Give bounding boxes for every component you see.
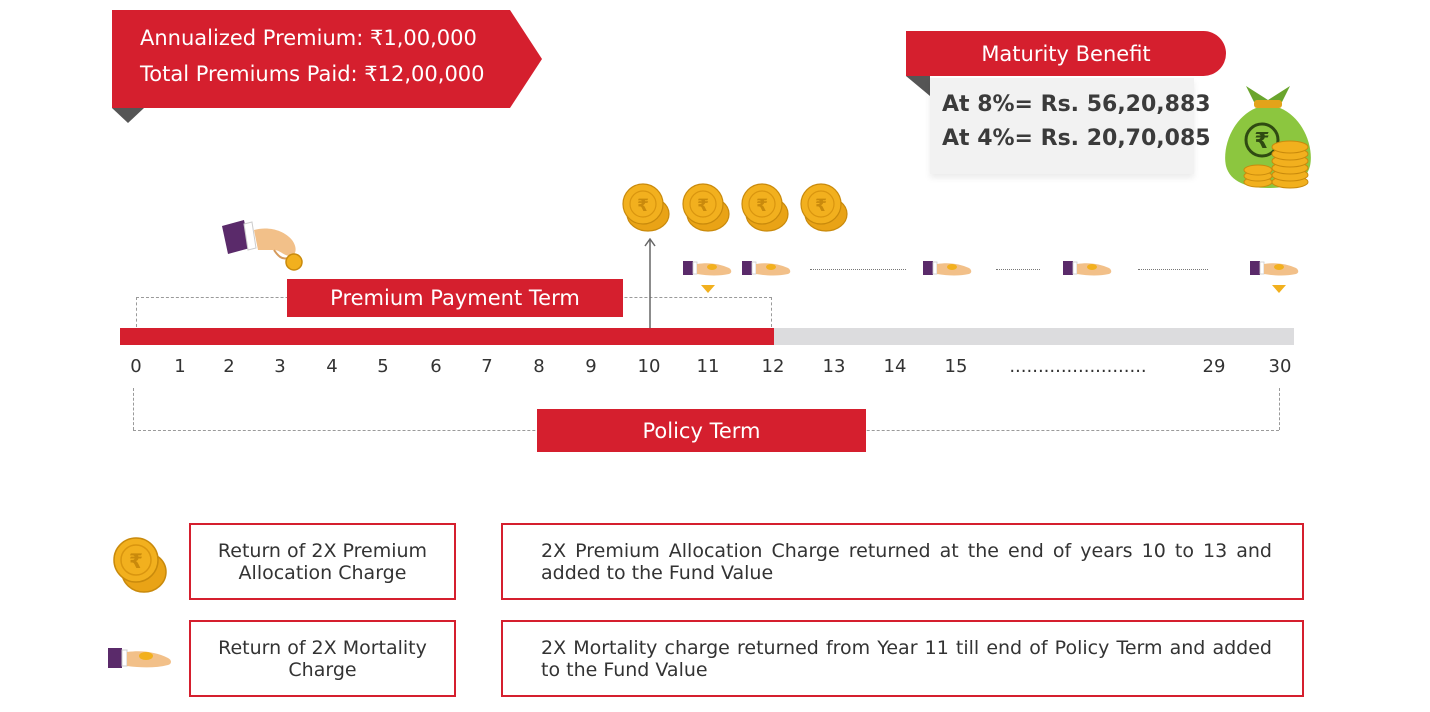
legend-description-mortality: 2X Mortality charge returned from Year 1… — [501, 620, 1304, 697]
hand-receiving-icon — [1250, 261, 1299, 276]
timeline-unpaid-segment — [774, 328, 1294, 345]
timeline-tick-label: 6 — [430, 356, 442, 377]
rupee-coin-icon: ₹ — [741, 183, 789, 232]
svg-text:₹: ₹ — [1254, 129, 1269, 154]
legend-description-allocation: 2X Premium Allocation Charge returned at… — [501, 523, 1304, 600]
rupee-coin-icon: ₹ — [622, 183, 670, 232]
svg-text:₹: ₹ — [129, 549, 143, 573]
dotted-connector — [996, 269, 1040, 270]
premium-payment-term-label: Premium Payment Term — [287, 279, 623, 317]
timeline-tick-label: 14 — [883, 356, 907, 377]
dotted-connector — [1138, 269, 1208, 270]
hand-receiving-icon — [742, 261, 791, 276]
timeline-tick-label: 1 — [174, 356, 186, 377]
timeline-tick-label: ........................ — [1009, 356, 1147, 377]
timeline-tick-label: 9 — [585, 356, 597, 377]
rupee-coin-icon: ₹ — [682, 183, 730, 232]
annualized-premium-text: Annualized Premium: ₹1,00,000 — [140, 26, 477, 50]
timeline-tick-label: 15 — [944, 356, 968, 377]
rupee-coin-icon: ₹ — [113, 537, 167, 593]
money-bag-icon: ₹ — [1225, 86, 1311, 189]
timeline-tick-label: 2 — [223, 356, 235, 377]
marker-triangle-icon — [701, 285, 715, 293]
timeline-tick-label: 3 — [274, 356, 286, 377]
premium-term-bracket-right — [771, 297, 772, 327]
timeline-tick-label: 8 — [533, 356, 545, 377]
timeline-tick-label: 5 — [377, 356, 389, 377]
svg-text:₹: ₹ — [637, 196, 649, 216]
marker-triangle-icon — [1272, 285, 1286, 293]
hand-receiving-icon — [923, 261, 972, 276]
timeline-paid-segment — [120, 328, 774, 345]
premium-banner-shape — [112, 10, 542, 123]
svg-text:₹: ₹ — [756, 196, 768, 216]
timeline-tick-label: 29 — [1202, 356, 1226, 377]
maturity-benefit-title: Maturity Benefit — [906, 31, 1226, 76]
maturity-fold-shape — [906, 76, 930, 96]
svg-text:₹: ₹ — [697, 196, 709, 216]
legend-label-allocation: Return of 2X Premium Allocation Charge — [189, 523, 456, 600]
timeline-tick-label: 4 — [326, 356, 338, 377]
legend-label-mortality: Return of 2X Mortality Charge — [189, 620, 456, 697]
maturity-values-box: At 8%= Rs. 56,20,883 At 4%= Rs. 20,70,08… — [930, 78, 1211, 174]
svg-text:₹: ₹ — [815, 196, 827, 216]
hand-receiving-icon — [1063, 261, 1112, 276]
arrow-up-icon — [644, 237, 656, 328]
hand-receiving-icon — [683, 261, 732, 276]
policy-term-bracket-left — [133, 388, 134, 430]
paying-hand-icon — [222, 220, 303, 271]
policy-term-bracket-right — [1279, 388, 1280, 430]
timeline-tick-label: 7 — [481, 356, 493, 377]
total-premiums-paid-text: Total Premiums Paid: ₹12,00,000 — [140, 62, 485, 86]
premium-term-bracket-left — [136, 297, 137, 327]
dotted-connector — [810, 269, 906, 270]
rupee-coin-icon: ₹ — [800, 183, 848, 232]
timeline-tick-label: 13 — [822, 356, 846, 377]
timeline-tick-label: 0 — [130, 356, 142, 377]
hand-receiving-icon — [108, 648, 171, 668]
timeline-tick-label: 12 — [761, 356, 785, 377]
timeline-tick-label: 10 — [637, 356, 661, 377]
policy-term-label: Policy Term — [537, 409, 866, 452]
premium-banner: Annualized Premium: ₹1,00,000 Total Prem… — [112, 10, 542, 123]
timeline-tick-label: 11 — [696, 356, 720, 377]
maturity-at-4-text: At 4%= Rs. 20,70,085 — [942, 126, 1211, 151]
timeline-tick-label: 30 — [1268, 356, 1292, 377]
maturity-at-8-text: At 8%= Rs. 56,20,883 — [942, 92, 1211, 117]
